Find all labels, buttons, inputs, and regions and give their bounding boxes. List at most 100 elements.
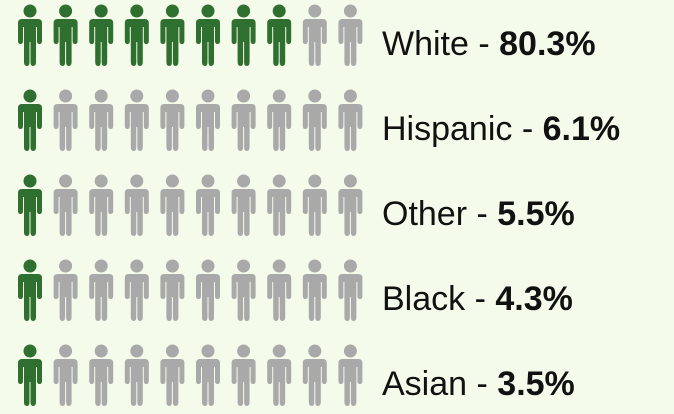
icon-body bbox=[302, 104, 327, 151]
icon-body bbox=[338, 19, 363, 66]
icon-body bbox=[196, 274, 220, 321]
person-icon bbox=[196, 4, 220, 66]
icon-body bbox=[338, 274, 363, 321]
icon-head bbox=[165, 4, 179, 18]
icon-body bbox=[124, 359, 149, 406]
person-icon bbox=[302, 174, 327, 236]
person-icon bbox=[53, 344, 78, 406]
person-icon bbox=[231, 89, 256, 151]
person-icon bbox=[338, 259, 363, 321]
icon-head bbox=[237, 4, 251, 18]
icon-body bbox=[18, 359, 42, 406]
icon-head bbox=[23, 259, 37, 273]
icon-body bbox=[267, 19, 292, 66]
icon-head bbox=[165, 344, 179, 358]
icon-head bbox=[165, 89, 179, 103]
person-icon bbox=[338, 344, 363, 406]
icon-body bbox=[89, 104, 114, 151]
icon-body bbox=[267, 189, 292, 236]
icon-body bbox=[124, 274, 149, 321]
value-label: 3.5% bbox=[497, 365, 575, 403]
person-icon bbox=[160, 4, 185, 66]
icon-row bbox=[18, 259, 363, 321]
person-icon bbox=[231, 4, 256, 66]
icon-body bbox=[53, 274, 78, 321]
person-icon bbox=[267, 259, 292, 321]
icon-head bbox=[237, 89, 251, 103]
icon-head bbox=[308, 344, 322, 358]
icon-head bbox=[165, 259, 179, 273]
icon-body bbox=[160, 104, 185, 151]
icon-body bbox=[196, 104, 220, 151]
icon-body bbox=[89, 359, 114, 406]
person-icon bbox=[160, 174, 185, 236]
value-label: 5.5% bbox=[497, 195, 575, 233]
icon-body bbox=[338, 104, 363, 151]
value-label: 4.3% bbox=[495, 280, 573, 318]
icon-body bbox=[160, 19, 185, 66]
person-icon bbox=[89, 259, 114, 321]
icon-head bbox=[343, 344, 357, 358]
icon-head bbox=[165, 174, 179, 188]
icon-body bbox=[160, 189, 185, 236]
icon-head bbox=[59, 174, 73, 188]
icon-body bbox=[53, 359, 78, 406]
icon-head bbox=[59, 89, 73, 103]
icon-body bbox=[231, 189, 256, 236]
person-icon bbox=[53, 4, 78, 66]
person-icon bbox=[18, 259, 42, 321]
icon-head bbox=[237, 174, 251, 188]
icon-body bbox=[302, 189, 327, 236]
row-label: White - 80.3% bbox=[382, 25, 596, 63]
icon-body bbox=[231, 359, 256, 406]
icon-body bbox=[89, 19, 114, 66]
icon-body bbox=[18, 274, 42, 321]
icon-body bbox=[267, 274, 292, 321]
icon-body bbox=[124, 104, 149, 151]
person-icon bbox=[302, 89, 327, 151]
person-icon bbox=[267, 174, 292, 236]
icon-head bbox=[59, 4, 73, 18]
icon-body bbox=[196, 19, 220, 66]
icon-body bbox=[53, 19, 78, 66]
person-icon bbox=[18, 4, 42, 66]
icon-body bbox=[124, 19, 149, 66]
icon-head bbox=[94, 344, 108, 358]
person-icon bbox=[196, 259, 220, 321]
icon-head bbox=[237, 259, 251, 273]
icon-head bbox=[343, 259, 357, 273]
category-label: White bbox=[382, 25, 469, 63]
icon-head bbox=[201, 174, 215, 188]
icon-head bbox=[308, 89, 322, 103]
icon-body bbox=[18, 19, 42, 66]
icon-body bbox=[160, 359, 185, 406]
person-icon bbox=[124, 259, 149, 321]
category-label: Other bbox=[382, 195, 467, 233]
separator: - bbox=[465, 280, 495, 318]
icon-body bbox=[231, 19, 256, 66]
category-label: Asian bbox=[382, 365, 467, 403]
person-icon bbox=[53, 259, 78, 321]
icon-head bbox=[272, 89, 286, 103]
separator: - bbox=[469, 25, 499, 63]
icon-body bbox=[231, 104, 256, 151]
icon-row bbox=[18, 174, 363, 236]
person-icon bbox=[18, 344, 42, 406]
icon-body bbox=[302, 359, 327, 406]
icon-body bbox=[124, 189, 149, 236]
icon-head bbox=[308, 174, 322, 188]
icon-body bbox=[196, 359, 220, 406]
icon-head bbox=[343, 4, 357, 18]
icon-body bbox=[89, 189, 114, 236]
person-icon bbox=[18, 174, 42, 236]
icon-head bbox=[94, 174, 108, 188]
person-icon bbox=[231, 259, 256, 321]
icon-head bbox=[59, 259, 73, 273]
icon-head bbox=[308, 259, 322, 273]
icon-body bbox=[53, 189, 78, 236]
person-icon bbox=[231, 174, 256, 236]
person-icon bbox=[160, 259, 185, 321]
person-icon bbox=[89, 89, 114, 151]
